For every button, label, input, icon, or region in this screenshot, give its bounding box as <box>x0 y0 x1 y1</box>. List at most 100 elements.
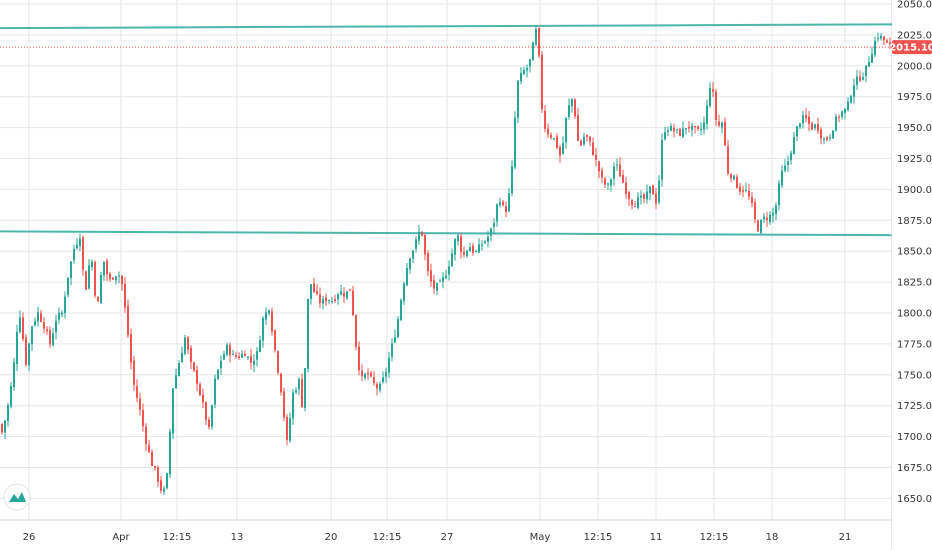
horizontal-line[interactable] <box>0 230 893 237</box>
candle-body <box>313 283 315 293</box>
candle-body <box>700 128 702 130</box>
tradingview-logo-icon[interactable] <box>3 483 31 511</box>
candle-body <box>370 372 372 377</box>
candle-body <box>799 123 801 128</box>
candle-body <box>736 176 738 189</box>
candle-body <box>526 67 528 71</box>
candle-body <box>535 29 537 45</box>
y-tick-label: 1825.00 <box>897 278 932 289</box>
candle-body <box>460 236 462 252</box>
candle-body <box>184 337 186 354</box>
candle-body <box>562 143 564 154</box>
candle-body <box>97 296 99 302</box>
candle-body <box>346 291 348 299</box>
candle-body <box>718 121 720 126</box>
candle-body <box>271 311 273 332</box>
candle-body <box>136 386 138 398</box>
horizontal-lines[interactable] <box>0 23 893 237</box>
candle-body <box>400 300 402 320</box>
x-tick-label: 21 <box>839 532 852 543</box>
candle-body <box>229 345 231 356</box>
candle-body <box>547 128 549 135</box>
candle-body <box>13 362 15 388</box>
y-tick-label: 1975.00 <box>897 92 932 103</box>
candle-body <box>661 140 663 180</box>
candle-body <box>19 317 21 333</box>
candle-body <box>67 277 69 295</box>
candle-body <box>877 37 879 39</box>
candle-body <box>808 116 810 124</box>
last-price-tag: 2015.10 <box>889 40 932 55</box>
candle-body <box>709 88 711 106</box>
candle-body <box>484 241 486 244</box>
candle-body <box>118 275 120 277</box>
candle-body <box>511 166 513 194</box>
candle-body <box>331 301 333 303</box>
candle-body <box>694 125 696 128</box>
candle-body <box>724 121 726 146</box>
candle-body <box>376 384 378 389</box>
y-tick-label: 1775.00 <box>897 339 932 350</box>
candle-body <box>610 179 612 186</box>
candle-body <box>622 174 624 183</box>
y-axis-bg <box>892 0 932 550</box>
y-tick-label: 1725.00 <box>897 401 932 412</box>
candle-body <box>652 185 654 195</box>
candle-body <box>205 402 207 420</box>
x-tick-label: 11 <box>650 532 663 543</box>
candle-body <box>478 244 480 253</box>
candle-body <box>88 265 90 289</box>
candle-body <box>763 216 765 220</box>
candle-body <box>127 305 129 335</box>
last-price-label: 2015.10 <box>889 43 932 54</box>
y-tick-label: 1700.00 <box>897 432 932 443</box>
candle-body <box>613 166 615 179</box>
candle-body <box>571 99 573 107</box>
x-tick-label: 18 <box>766 532 779 543</box>
candle-body <box>253 360 255 365</box>
candle-body <box>826 137 828 140</box>
candle-body <box>745 189 747 191</box>
y-tick-label: 2025.00 <box>897 30 932 41</box>
candle-body <box>658 180 660 203</box>
candle-body <box>664 132 666 140</box>
candle-body <box>247 356 249 358</box>
candle-body <box>403 283 405 302</box>
candle-body <box>10 385 12 407</box>
candle-body <box>835 116 837 131</box>
candle-body <box>673 127 675 132</box>
candle-body <box>187 337 189 350</box>
candle-body <box>133 360 135 385</box>
last-price-tag-bg <box>892 40 932 55</box>
candle-body <box>544 110 546 129</box>
candle-body <box>316 291 318 294</box>
candle-body <box>682 128 684 137</box>
candle-body <box>832 130 834 139</box>
candle-body <box>439 280 441 282</box>
candle-body <box>217 369 219 379</box>
candle-body <box>532 42 534 61</box>
candle-body <box>373 377 375 384</box>
candle-body <box>112 277 114 280</box>
candle-body <box>601 170 603 178</box>
horizontal-line[interactable] <box>0 23 893 30</box>
candle-body <box>580 140 582 146</box>
candle-body <box>862 77 864 80</box>
candle-body <box>787 161 789 166</box>
candle-body <box>430 270 432 282</box>
x-tick-label: 13 <box>231 532 244 543</box>
candle-body <box>568 105 570 117</box>
candle-body <box>244 353 246 357</box>
candle-body <box>382 377 384 383</box>
candle-body <box>766 217 768 221</box>
candle-body <box>412 250 414 259</box>
candle-body <box>121 275 123 284</box>
y-tick-label: 1875.00 <box>897 216 932 227</box>
candle-body <box>505 206 507 213</box>
candle-body <box>301 379 303 408</box>
candle-body <box>775 205 777 215</box>
candle-body <box>754 202 756 220</box>
candle-body <box>160 480 162 491</box>
